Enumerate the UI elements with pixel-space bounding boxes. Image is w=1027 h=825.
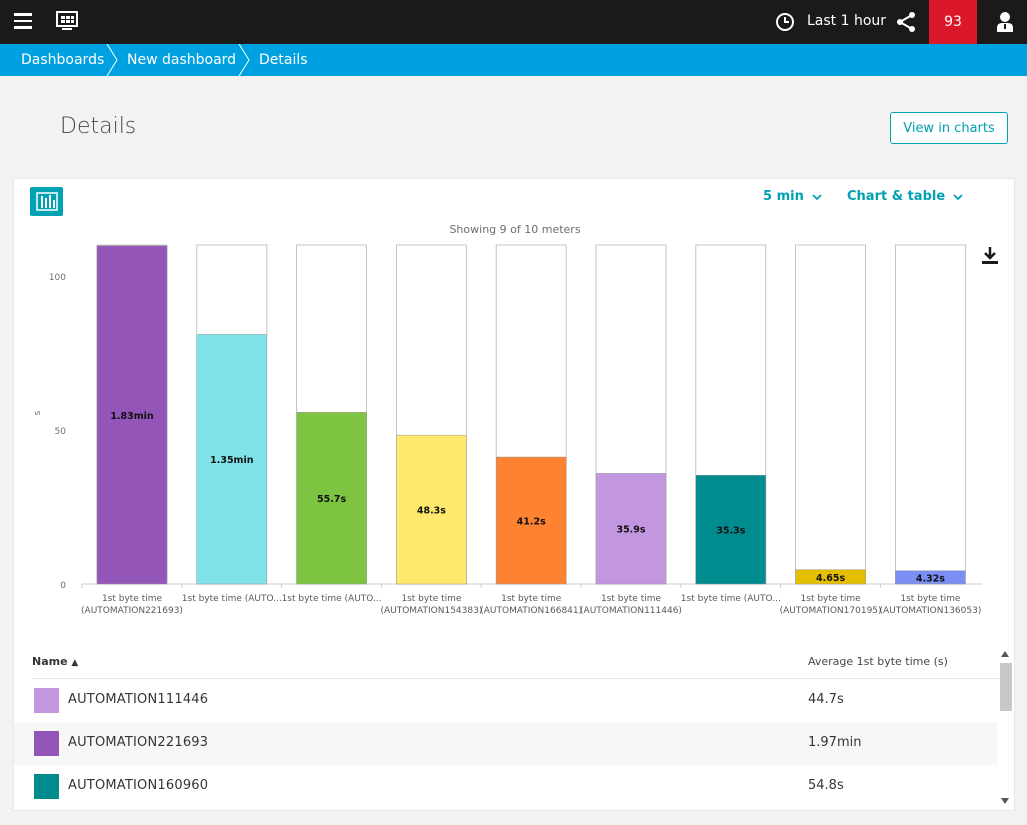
y-tick-label: 100 xyxy=(49,273,66,283)
chevron-down-icon xyxy=(953,193,963,200)
y-tick-label: 50 xyxy=(55,427,67,437)
bar-value-label: 35.3s xyxy=(716,526,745,537)
table-header: Name ▲ Average 1st byte time (s) xyxy=(32,653,1000,679)
x-tick-label: 1st byte time xyxy=(401,594,462,604)
x-tick-label: (AUTOMATION154383) xyxy=(380,606,482,616)
y-tick-label: 0 xyxy=(60,581,66,591)
row-value: 44.7s xyxy=(808,692,844,707)
row-name: AUTOMATION221693 xyxy=(68,735,209,750)
y-axis-label: s xyxy=(33,410,43,415)
x-tick-label: 1st byte time (AUTO... xyxy=(282,594,382,604)
bar xyxy=(795,569,866,585)
view-mode-label: Chart & table xyxy=(847,189,946,204)
download-icon[interactable] xyxy=(980,245,1000,265)
x-tick-label: (AUTOMATION166841) xyxy=(480,606,582,616)
x-tick-label: 1st byte time xyxy=(102,594,163,604)
x-tick-label: (AUTOMATION170195) xyxy=(780,606,882,616)
table-scrollbar[interactable] xyxy=(998,645,1014,810)
breadcrumb-details: Details xyxy=(259,52,308,68)
bar-value-label: 4.32s xyxy=(916,573,945,584)
breadcrumb-separator-icon xyxy=(238,44,250,76)
bar xyxy=(695,474,767,585)
scroll-thumb[interactable] xyxy=(1000,663,1012,711)
scroll-up-icon[interactable] xyxy=(1001,651,1009,657)
scroll-down-icon[interactable] xyxy=(1001,798,1009,804)
table-row[interactable]: AUTOMATION221693 1.97min xyxy=(14,722,997,765)
bar xyxy=(296,412,367,585)
showing-meters-text: Showing 9 of 10 meters xyxy=(449,223,581,236)
bar-background xyxy=(895,244,966,585)
series-color-swatch xyxy=(34,774,59,799)
top-navigation-bar: Last 1 hour 93 xyxy=(0,0,1027,44)
bar-background xyxy=(795,244,866,585)
series-color-swatch xyxy=(34,688,59,713)
bar xyxy=(96,245,168,585)
table-row[interactable]: AUTOMATION160960 54.8s xyxy=(14,765,997,808)
chart-tile: 5 min Chart & table Showing 9 of 10 mete… xyxy=(13,178,1015,811)
dashboard-icon[interactable] xyxy=(56,11,78,31)
x-tick-label: 1st byte time xyxy=(900,594,961,604)
name-column-header[interactable]: Name ▲ xyxy=(32,655,79,668)
bar-chart-icon xyxy=(30,187,63,216)
bar-value-label: 55.7s xyxy=(317,494,346,505)
view-mode-dropdown[interactable]: Chart & table xyxy=(847,189,963,204)
bar xyxy=(396,434,467,585)
x-tick-label: 1st byte time xyxy=(801,594,862,604)
x-tick-label: (AUTOMATION111446) xyxy=(580,606,682,616)
x-tick-label: 1st byte time (AUTO... xyxy=(681,594,781,604)
bar-chart: s 0 50 100 1.83min 1st byte time (AUTOMATION22… xyxy=(33,244,982,616)
problems-count-badge[interactable]: 93 xyxy=(929,0,977,44)
row-value: 1.97min xyxy=(808,735,862,750)
row-value: 54.8s xyxy=(808,778,844,793)
page-title: Details xyxy=(60,114,137,139)
bar xyxy=(495,456,567,585)
x-tick-label: (AUTOMATION221693) xyxy=(81,606,183,616)
x-tick-label: 1st byte time xyxy=(501,594,562,604)
resolution-label: 5 min xyxy=(763,189,804,204)
bar-value-label: 1.35min xyxy=(210,455,254,466)
x-tick-label: (AUTOMATION136053) xyxy=(879,606,981,616)
menu-icon[interactable] xyxy=(14,13,32,29)
user-icon[interactable] xyxy=(995,11,1015,33)
sort-ascending-icon: ▲ xyxy=(71,658,79,668)
view-in-charts-button[interactable]: View in charts xyxy=(890,112,1008,144)
bar-value-label: 1.83min xyxy=(110,411,154,422)
x-tick-label: 1st byte time xyxy=(601,594,662,604)
breadcrumb-dashboards[interactable]: Dashboards xyxy=(21,52,105,68)
row-name: AUTOMATION111446 xyxy=(68,692,209,707)
row-name: AUTOMATION160960 xyxy=(68,778,209,793)
bar-value-label: 41.2s xyxy=(517,517,546,528)
breadcrumb-new-dashboard[interactable]: New dashboard xyxy=(127,52,237,68)
bar-value-label: 35.9s xyxy=(616,525,645,536)
average-column-header[interactable]: Average 1st byte time (s) xyxy=(808,655,948,668)
chevron-down-icon xyxy=(812,193,822,200)
bar xyxy=(196,334,268,585)
bar-value-label: 4.65s xyxy=(816,573,845,584)
share-icon[interactable] xyxy=(895,11,917,33)
x-tick-label: 1st byte time (AUTO... xyxy=(182,594,282,604)
resolution-dropdown[interactable]: 5 min xyxy=(763,189,822,204)
breadcrumb: Dashboards New dashboard Details xyxy=(0,44,1027,76)
breadcrumb-separator-icon xyxy=(106,44,118,76)
timeframe-selector[interactable]: Last 1 hour xyxy=(807,13,887,29)
table-row[interactable]: AUTOMATION111446 44.7s xyxy=(14,679,997,722)
bar xyxy=(895,570,966,585)
series-color-swatch xyxy=(34,731,59,756)
bar-value-label: 48.3s xyxy=(417,506,446,517)
bar xyxy=(595,473,667,585)
clock-icon xyxy=(776,13,794,31)
